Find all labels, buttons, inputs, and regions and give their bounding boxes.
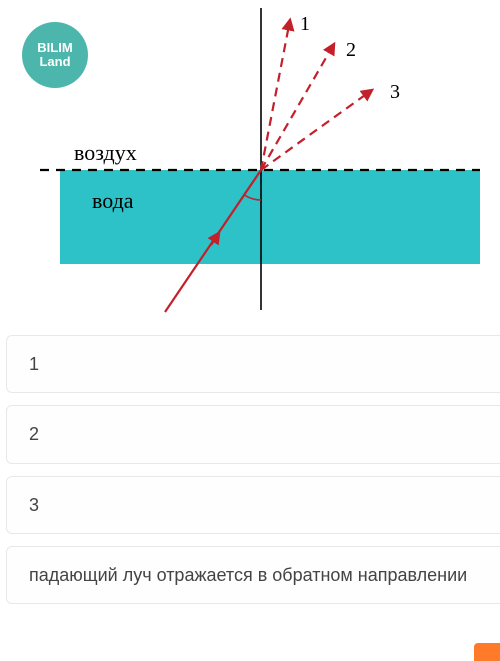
brand-logo: BILIM Land	[22, 22, 88, 88]
option-reflect[interactable]: падающий луч отражается в обратном напра…	[6, 546, 500, 604]
next-button[interactable]	[474, 643, 500, 661]
svg-text:1: 1	[300, 13, 310, 35]
logo-line2: Land	[39, 55, 70, 69]
svg-text:3: 3	[390, 81, 400, 103]
svg-text:воздух: воздух	[74, 140, 137, 165]
svg-text:2: 2	[346, 39, 356, 61]
option-2[interactable]: 2	[6, 405, 500, 463]
option-1[interactable]: 1	[6, 335, 500, 393]
option-3[interactable]: 3	[6, 476, 500, 534]
logo-line1: BILIM	[37, 41, 72, 55]
svg-text:вода: вода	[92, 188, 134, 213]
answer-options: 1 2 3 падающий луч отражается в обратном…	[0, 335, 500, 604]
